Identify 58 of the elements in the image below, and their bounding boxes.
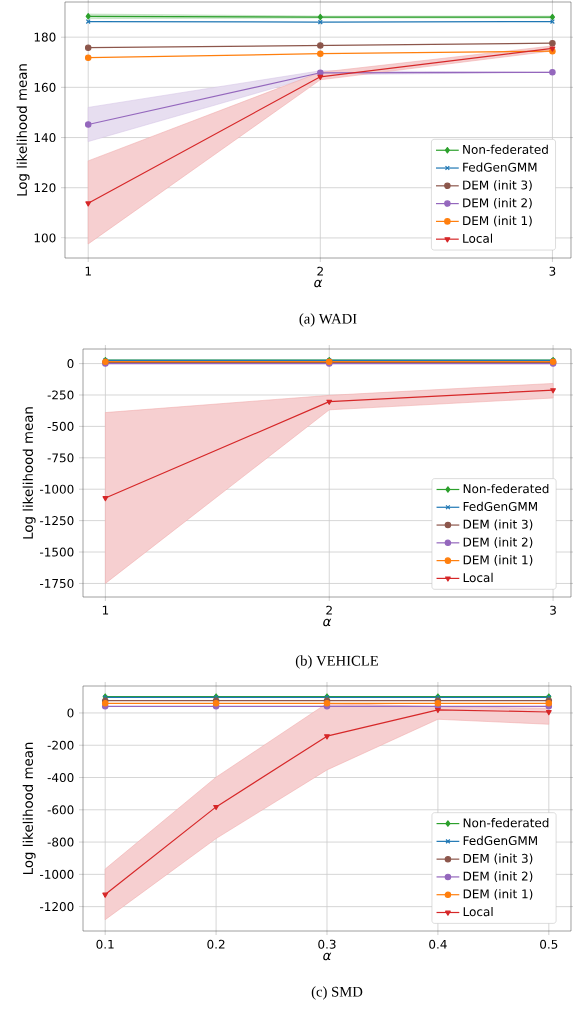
y-tick-label: -1750 (40, 578, 74, 588)
legend-label: DEM (init 1) (463, 555, 533, 566)
legend-label: DEM (init 2) (463, 871, 533, 883)
legend-label: DEM (init 3) (463, 180, 532, 191)
x-tick-label: 2 (317, 266, 323, 276)
y-axis-title: Log likelihood mean (22, 407, 36, 539)
legend-label: DEM (init 2) (463, 537, 533, 548)
legend-label: FedGenGMM (463, 835, 537, 846)
legend-label: DEM (init 3) (463, 853, 533, 865)
legend-label: Local (463, 233, 493, 243)
text: (b) VEHICLE (295, 655, 378, 669)
x-tick-label: 3 (549, 266, 556, 276)
legend-label: DEM (init 2) (463, 198, 532, 209)
y-axis-title: Log likelihood mean (16, 64, 30, 196)
y-tick-label: 100 (34, 233, 56, 243)
y-tick-label: -1000 (40, 484, 74, 494)
y-tick-label: -1250 (40, 516, 74, 526)
y-tick-label: 160 (34, 82, 56, 92)
y-tick-label: -600 (47, 805, 74, 815)
x-tick-label: 0.5 (540, 939, 558, 949)
x-tick-label: 2 (326, 605, 332, 615)
x-tick-label: 0.2 (207, 939, 225, 949)
y-tick-label: -500 (47, 421, 74, 431)
legend-label: Local (463, 906, 493, 917)
x-axis-title: α (323, 952, 332, 961)
legend-label: Local (463, 572, 493, 583)
legend-label: Non-federated (463, 818, 549, 828)
y-tick-label: -1200 (40, 902, 74, 912)
y-tick-label: -400 (47, 772, 74, 783)
x-tick-label: 3 (550, 605, 556, 615)
y-tick-label: -250 (47, 390, 74, 400)
x-tick-label: 1 (85, 266, 91, 276)
y-axis-title: Log likelihood mean (22, 742, 36, 874)
legend-label: DEM (init 1) (463, 889, 533, 900)
legend-label: FedGenGMM (463, 501, 537, 511)
y-tick-label: 180 (34, 32, 56, 42)
y-tick-label: -200 (47, 740, 74, 750)
text: (a) WADI (299, 313, 357, 327)
x-tick-label: 0.3 (318, 939, 336, 949)
legend-label: DEM (init 3) (463, 519, 533, 531)
text: (c) SMD (311, 986, 363, 1000)
y-tick-label: -1000 (40, 869, 74, 879)
x-axis-title: α (323, 618, 332, 627)
legend-label: FedGenGMM (463, 162, 537, 172)
legend-label: Non-federated (463, 144, 548, 154)
x-tick-label: 0.1 (96, 939, 114, 949)
legend-label: Non-federated (463, 483, 549, 494)
y-tick-label: 0 (67, 708, 74, 718)
y-tick-label: -750 (47, 453, 74, 463)
y-tick-label: 140 (34, 133, 56, 143)
y-tick-label: -1500 (40, 547, 74, 557)
y-tick-label: -800 (47, 837, 74, 847)
y-tick-label: 120 (34, 183, 56, 193)
y-tick-label: 0 (67, 359, 74, 369)
x-axis-title: α (314, 279, 323, 288)
x-tick-label: 0.4 (429, 939, 447, 949)
legend-label: DEM (init 1) (463, 215, 532, 227)
x-tick-label: 1 (102, 605, 109, 615)
